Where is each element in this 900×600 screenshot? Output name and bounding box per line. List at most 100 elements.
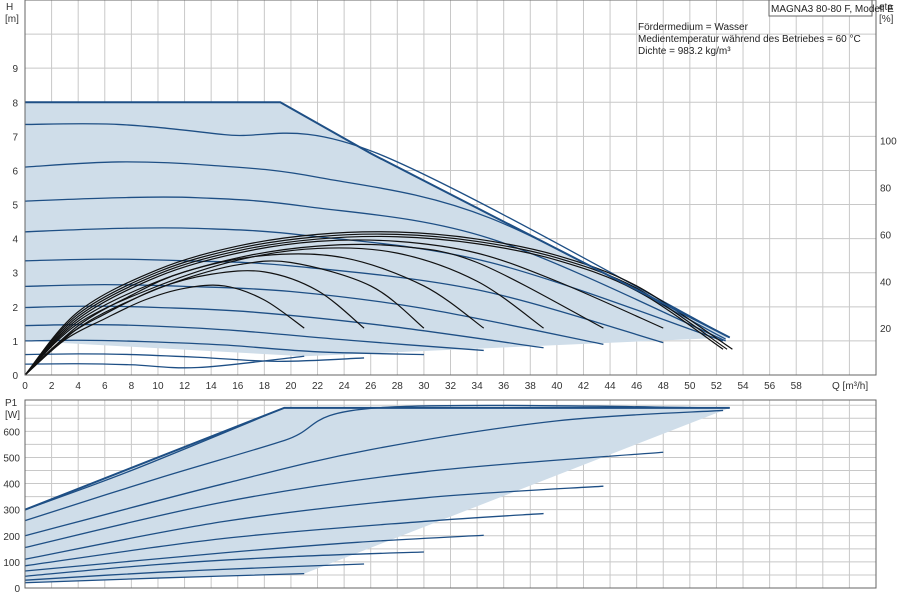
title-box bbox=[768, 0, 873, 17]
p1-curve-5 bbox=[24, 485, 604, 560]
hq-x-tick-label: 30 bbox=[418, 381, 430, 392]
hq-x-tick-label: 42 bbox=[578, 381, 590, 392]
hq-x-tick-label: 6 bbox=[102, 381, 108, 392]
eta-tick-labels: 20 40 60 80 100 bbox=[880, 137, 897, 336]
hq-x-tick-label: 8 bbox=[129, 381, 135, 392]
info-medium: Fördermedium = Wasser bbox=[638, 22, 749, 33]
hq-x-tick-label: 32 bbox=[445, 381, 457, 392]
hq-curve-11 bbox=[24, 355, 305, 369]
p1-curves bbox=[24, 404, 730, 584]
p1-curve-4 bbox=[24, 451, 664, 549]
hq-x-tick-label: 34 bbox=[472, 381, 484, 392]
hq-curve-9 bbox=[24, 339, 424, 356]
eta-curve-9 bbox=[24, 270, 365, 376]
hq-x-tick-label: 52 bbox=[711, 381, 723, 392]
hq-x-tick-label: 14 bbox=[206, 381, 218, 392]
hq-x-tick-label: 46 bbox=[631, 381, 643, 392]
eta-curves bbox=[24, 231, 733, 376]
hq-x-tick-label: 38 bbox=[525, 381, 537, 392]
hq-x-tick-label: 24 bbox=[339, 381, 351, 392]
hq-chart: 0 2 4 6 8 10 12 14 16 18 20 22 24 26 28 30 32 34 36 38 40 42 4… bbox=[5, 0, 897, 392]
eta-curve-10 bbox=[24, 284, 305, 376]
p1-ylabel-line1: P1 bbox=[5, 398, 18, 409]
hq-x-tick-label: 18 bbox=[259, 381, 271, 392]
hq-y-tick-label: 5 bbox=[12, 201, 18, 212]
info-density: Dichte = 983.2 kg/m³ bbox=[638, 46, 731, 57]
hq-ylabel-line2: [m] bbox=[5, 14, 19, 25]
hq-x-tick-label: 20 bbox=[285, 381, 297, 392]
hq-x-tick-labels: 0 2 4 6 8 10 12 14 16 18 20 22 24 26 28 30 32 34 36 38 40 42 4… bbox=[22, 381, 802, 392]
hq-x-tick-label: 44 bbox=[605, 381, 617, 392]
hq-y-tick-label: 1 bbox=[12, 337, 18, 348]
p1-ylabel-line2: [W] bbox=[5, 410, 20, 421]
hq-x-tick-label: 28 bbox=[392, 381, 404, 392]
eta-curve-1 bbox=[24, 231, 733, 376]
hq-plot-frame bbox=[24, 0, 877, 376]
p1-y-tick-label: 400 bbox=[3, 480, 20, 491]
hq-x-tick-label: 26 bbox=[365, 381, 377, 392]
hq-x-tick-label: 56 bbox=[764, 381, 776, 392]
hq-x-tick-label: 4 bbox=[75, 381, 81, 392]
eta-curve-7 bbox=[24, 253, 485, 376]
hq-x-tick-label: 40 bbox=[551, 381, 563, 392]
hq-y-tick-label: 9 bbox=[12, 64, 18, 75]
p1-curve-3 bbox=[24, 409, 724, 537]
eta-ylabel-line1: eta bbox=[879, 2, 893, 13]
p1-curve-6 bbox=[24, 512, 544, 567]
hq-x-tick-label: 36 bbox=[498, 381, 510, 392]
hq-y-tick-label: 3 bbox=[12, 269, 18, 280]
hq-x-tick-label: 2 bbox=[49, 381, 55, 392]
hq-x-tick-label: 0 bbox=[22, 381, 28, 392]
hq-x-tick-label: 58 bbox=[791, 381, 803, 392]
hq-x-tick-label: 10 bbox=[152, 381, 164, 392]
eta-tick-label: 80 bbox=[880, 184, 892, 195]
p1-y-tick-label: 100 bbox=[3, 558, 20, 569]
hq-max-boundary bbox=[25, 101, 731, 339]
p1-y-tick-label: 500 bbox=[3, 453, 20, 464]
p1-plot-frame bbox=[24, 399, 877, 589]
hq-curve-6 bbox=[24, 284, 604, 345]
hq-curve-10 bbox=[24, 353, 365, 363]
hq-x-tick-label: 48 bbox=[658, 381, 670, 392]
p1-y-tick-label: 300 bbox=[3, 506, 20, 517]
p1-envelope-area bbox=[25, 407, 730, 583]
eta-tick-label: 40 bbox=[880, 277, 892, 288]
hq-y-tick-label: 7 bbox=[12, 132, 18, 143]
hq-x-tick-label: 16 bbox=[232, 381, 244, 392]
eta-curve-4 bbox=[24, 239, 664, 376]
hq-y-tick-label: 6 bbox=[12, 166, 18, 177]
p1-max-boundary bbox=[24, 406, 730, 511]
hq-ylabel-line1: H bbox=[6, 2, 13, 13]
p1-operating-envelope bbox=[25, 407, 730, 583]
p1-curve-9 bbox=[24, 563, 365, 581]
hq-boundary-line bbox=[25, 101, 731, 339]
hq-curve-3 bbox=[24, 196, 727, 342]
eta-curve-3 bbox=[24, 235, 724, 376]
hq-x-tick-label: 12 bbox=[179, 381, 191, 392]
p1-curve-10 bbox=[24, 572, 305, 584]
hq-x-tick-label: 54 bbox=[737, 381, 749, 392]
hq-xlabel: Q [m³/h] bbox=[832, 381, 868, 392]
hq-y-tick-label: 8 bbox=[12, 98, 18, 109]
p1-boundary-line bbox=[24, 406, 730, 511]
hq-y-tick-label: 4 bbox=[12, 235, 18, 246]
p1-y-tick-labels: 0 100 200 300 400 500 600 bbox=[3, 427, 20, 595]
hq-y-tick-labels: 0 1 2 3 4 5 6 7 8 9 bbox=[12, 64, 18, 382]
hq-x-tick-label: 22 bbox=[312, 381, 324, 392]
hq-operating-envelope bbox=[25, 102, 730, 357]
eta-ylabel-line2: [%] bbox=[879, 14, 894, 25]
hq-x-tick-label: 50 bbox=[684, 381, 696, 392]
hq-y-tick-label: 0 bbox=[12, 371, 18, 382]
p1-curve-7 bbox=[24, 534, 484, 572]
p1-chart: 0 100 200 300 400 500 600 P1 [W] bbox=[3, 398, 877, 595]
p1-curve-2 bbox=[24, 404, 730, 522]
hq-curve-1 bbox=[24, 123, 731, 339]
eta-tick-label: 100 bbox=[880, 137, 897, 148]
hq-y-tick-label: 2 bbox=[12, 303, 18, 314]
p1-y-tick-label: 600 bbox=[3, 427, 20, 438]
info-temperature: Medientemperatur während des Betriebes =… bbox=[638, 34, 861, 45]
eta-tick-label: 60 bbox=[880, 230, 892, 241]
eta-curve-6 bbox=[24, 247, 544, 376]
hq-curve-7 bbox=[24, 305, 544, 349]
p1-y-tick-label: 0 bbox=[14, 584, 20, 595]
